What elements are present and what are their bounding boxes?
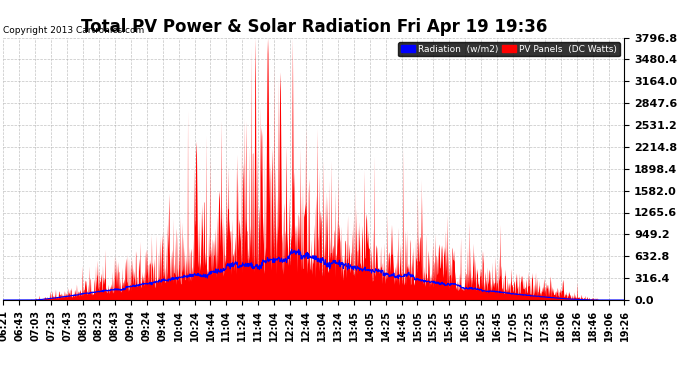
Title: Total PV Power & Solar Radiation Fri Apr 19 19:36: Total PV Power & Solar Radiation Fri Apr… (81, 18, 547, 36)
Text: Copyright 2013 Cartronics.com: Copyright 2013 Cartronics.com (3, 26, 145, 35)
Legend: Radiation  (w/m2), PV Panels  (DC Watts): Radiation (w/m2), PV Panels (DC Watts) (398, 42, 620, 56)
